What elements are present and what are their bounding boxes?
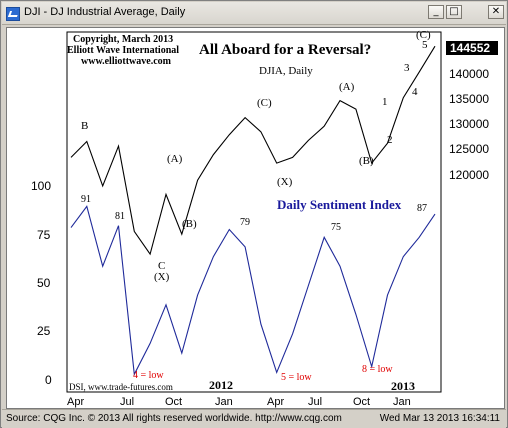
dsi-low-label: 5 = low xyxy=(281,372,312,383)
price-tick: 125000 xyxy=(449,142,489,156)
month-label: Jul xyxy=(308,396,322,408)
wave-label-b2: (B) xyxy=(182,218,197,230)
status-timestamp: Wed Mar 13 2013 16:34:11 xyxy=(379,413,500,424)
wave-label-c: (C) xyxy=(257,97,272,109)
window-title: DJI - DJ Industrial Average, Daily xyxy=(24,6,186,18)
year-label-2013: 2013 xyxy=(391,379,415,393)
chart-headline: All Aboard for a Reversal? xyxy=(199,42,371,58)
sentiment-tick: 75 xyxy=(37,228,51,242)
status-bar: Source: CQG Inc. © 2013 All rights reser… xyxy=(2,409,506,428)
sentiment-tick: 25 xyxy=(37,324,51,338)
chart-area[interactable]: Copyright, March 2013 Elliott Wave Inter… xyxy=(6,27,505,409)
month-label: Jan xyxy=(215,396,233,408)
status-source: Source: CQG Inc. © 2013 All rights reser… xyxy=(6,413,342,424)
wave-label-a: (A) xyxy=(167,153,183,165)
title-bar[interactable]: DJI - DJ Industrial Average, Daily _ □ ✕ xyxy=(2,2,506,25)
month-label: Apr xyxy=(67,396,84,408)
dsi-title: Daily Sentiment Index xyxy=(277,197,402,212)
sentiment-tick: 50 xyxy=(37,276,51,290)
price-tick: 140000 xyxy=(449,67,489,81)
wave-label-x-low: (X) xyxy=(154,271,170,283)
company-text: Elliott Wave International xyxy=(67,45,179,56)
wave-label-4: 4 xyxy=(412,86,418,98)
dsi-low-label: 4 = low xyxy=(133,370,164,381)
month-label: Oct xyxy=(165,396,182,408)
wave-label-b3: (B) xyxy=(359,155,374,167)
dsi-peak-labels: 91 81 79 75 87 xyxy=(81,194,427,233)
copyright-text: Copyright, March 2013 xyxy=(73,34,173,45)
wave-label-3: 3 xyxy=(404,62,410,74)
wave-label-5: 5 xyxy=(422,39,428,51)
djia-price-line xyxy=(70,45,436,256)
last-price-value: 144552 xyxy=(450,41,490,55)
sentiment-axis: 100 75 50 25 0 xyxy=(31,179,52,387)
wave-label-b: B xyxy=(81,120,88,132)
x-axis: Apr Jul Oct Jan Apr Jul Oct Jan xyxy=(67,391,441,408)
chart-subtitle: DJIA, Daily xyxy=(259,65,313,77)
sentiment-tick: 100 xyxy=(31,179,51,193)
dsi-low-labels: 4 = low 5 = low 8 = low xyxy=(133,364,393,383)
wave-label-a2: (A) xyxy=(339,81,355,93)
sentiment-tick: 0 xyxy=(45,373,52,387)
dsi-peak-label: 91 xyxy=(81,194,91,205)
wave-label-x: (X) xyxy=(277,176,293,188)
price-axis: 140000 135000 130000 125000 120000 14455… xyxy=(446,41,498,182)
month-label: Apr xyxy=(267,396,284,408)
month-label: Oct xyxy=(353,396,370,408)
dsi-line xyxy=(70,205,436,377)
dsi-peak-label: 81 xyxy=(115,211,125,222)
dsi-peak-label: 79 xyxy=(240,217,250,228)
wave-label-c2: (C) xyxy=(416,29,431,41)
minimize-button[interactable]: _ xyxy=(428,5,444,19)
month-label: Jul xyxy=(120,396,134,408)
dsi-source: DSI, www.trade-futures.com xyxy=(69,382,173,392)
wave-labels: B (A) (B) (C) (X) (A) (B) 1 2 3 4 5 (C) … xyxy=(81,29,431,283)
wave-label-2: 2 xyxy=(387,134,393,146)
wave-label-1: 1 xyxy=(382,96,388,108)
price-tick: 130000 xyxy=(449,117,489,131)
year-label-2012: 2012 xyxy=(209,378,233,392)
price-tick: 135000 xyxy=(449,92,489,106)
chart-app-icon xyxy=(6,7,20,21)
wave-label-c-low: C xyxy=(158,260,165,272)
dsi-peak-label: 87 xyxy=(417,203,427,214)
website-text: www.elliottwave.com xyxy=(81,56,172,67)
close-button[interactable]: ✕ xyxy=(488,5,504,19)
maximize-button[interactable]: □ xyxy=(446,5,462,19)
chart-svg: Copyright, March 2013 Elliott Wave Inter… xyxy=(31,29,498,408)
dsi-low-label: 8 = low xyxy=(362,364,393,375)
dsi-peak-label: 75 xyxy=(331,222,341,233)
price-tick: 120000 xyxy=(449,168,489,182)
month-label: Jan xyxy=(393,396,411,408)
last-price-box xyxy=(446,41,498,55)
